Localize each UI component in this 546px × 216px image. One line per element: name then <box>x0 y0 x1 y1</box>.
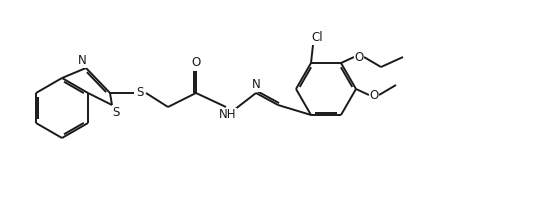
Text: Cl: Cl <box>311 30 323 43</box>
Text: NH: NH <box>219 108 237 121</box>
Text: N: N <box>252 78 260 92</box>
Text: N: N <box>78 54 86 67</box>
Text: S: S <box>112 105 120 119</box>
Text: O: O <box>192 57 200 70</box>
Text: S: S <box>136 86 144 100</box>
Text: O: O <box>354 51 364 64</box>
Text: O: O <box>370 89 378 102</box>
